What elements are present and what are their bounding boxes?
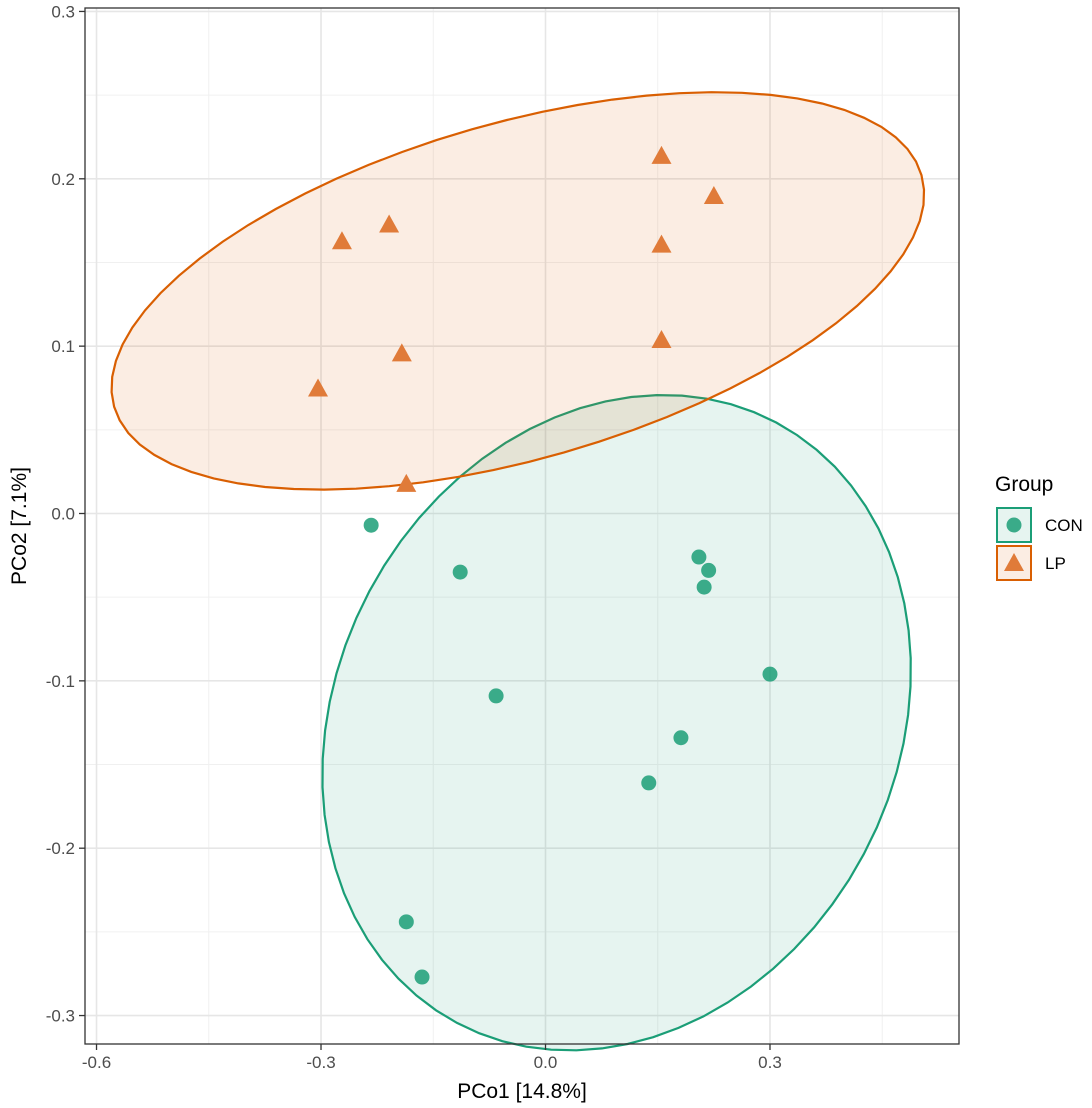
point-con	[641, 775, 657, 791]
data-points	[308, 145, 778, 985]
point-con	[691, 549, 707, 565]
point-con	[696, 579, 712, 595]
grid	[85, 8, 959, 1044]
x-tick-label: 0.3	[758, 1053, 782, 1072]
point-con	[701, 562, 717, 578]
point-con	[673, 730, 689, 746]
legend-label-lp: LP	[1045, 554, 1066, 573]
y-tick-label: -0.1	[46, 672, 75, 691]
point-con	[363, 517, 379, 533]
y-axis-title: PCo2 [7.1%]	[8, 467, 31, 585]
y-tick-label: 0.2	[51, 170, 75, 189]
point-lp	[703, 186, 724, 205]
point-lp	[396, 473, 417, 492]
confidence-ellipses	[110, 91, 926, 1052]
legend-marker-triangle	[1004, 553, 1024, 571]
y-tick-label: 0.0	[51, 505, 75, 524]
point-lp	[308, 378, 329, 397]
y-tick-label: 0.3	[51, 2, 75, 21]
plot-panel-border	[84, 7, 960, 1045]
y-tick-label: -0.2	[46, 839, 75, 858]
point-lp	[379, 214, 400, 233]
point-lp	[331, 231, 352, 250]
legend-items: CON LP	[996, 507, 1083, 581]
point-con	[488, 688, 504, 704]
y-tick-label: -0.3	[46, 1007, 75, 1026]
x-axis-title: PCo1 [14.8%]	[457, 1080, 587, 1103]
point-lp	[651, 329, 672, 348]
point-con	[414, 969, 430, 985]
point-con	[452, 564, 468, 580]
point-con	[762, 666, 778, 682]
point-lp	[391, 343, 412, 362]
point-lp	[651, 145, 672, 164]
legend-label-con: CON	[1045, 516, 1083, 535]
x-tick-label: -0.3	[306, 1053, 335, 1072]
point-con	[398, 914, 414, 930]
point-lp	[651, 234, 672, 253]
y-tick-label: 0.1	[51, 337, 75, 356]
legend: Group CON LP	[995, 473, 1083, 581]
x-tick-label: 0.0	[534, 1053, 558, 1072]
x-tick-label: -0.6	[82, 1053, 111, 1072]
legend-item-lp: LP	[996, 545, 1066, 581]
axes: -0.6 -0.3 0.0 0.3 -0.3 -0.2 -0.1 0.0 0.1 0.2 0.3	[46, 2, 782, 1072]
legend-item-con: CON	[996, 507, 1083, 543]
ellipse-con	[321, 393, 912, 1052]
legend-marker-circle	[1006, 517, 1022, 533]
legend-title: Group	[995, 473, 1053, 496]
